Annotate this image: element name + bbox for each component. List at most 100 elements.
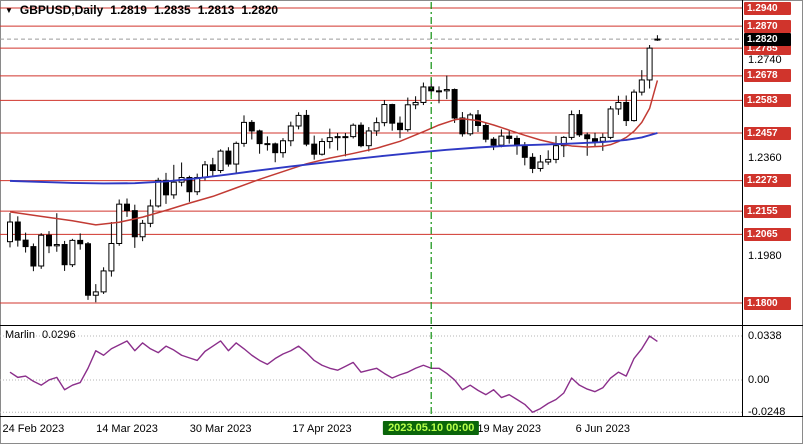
candle-body bbox=[38, 234, 45, 267]
candle-body bbox=[584, 134, 591, 140]
candle-body bbox=[287, 125, 294, 142]
candle-body bbox=[53, 244, 60, 247]
candle-body bbox=[100, 270, 107, 293]
candle-body bbox=[436, 90, 442, 93]
candle-body bbox=[498, 135, 505, 146]
candle-body bbox=[319, 141, 325, 155]
candle-body bbox=[397, 122, 403, 131]
price-axis-label: 1.2740 bbox=[748, 53, 782, 66]
ma-blue-line bbox=[9, 132, 658, 185]
candle-body bbox=[631, 91, 637, 122]
candle-body bbox=[280, 140, 286, 154]
candle-body bbox=[615, 101, 622, 110]
ohlc-close: 1.2820 bbox=[241, 3, 279, 17]
candle-body bbox=[443, 89, 450, 92]
candle-body bbox=[170, 181, 177, 196]
candle-body bbox=[186, 177, 193, 193]
price-level-badge: 1.2457 bbox=[744, 126, 791, 140]
candle-body bbox=[592, 138, 598, 142]
price-level-badge: 1.2065 bbox=[744, 227, 791, 241]
candle-body bbox=[108, 242, 115, 272]
marlin-line bbox=[9, 335, 658, 413]
date-tick-label: 6 Jun 2023 bbox=[575, 423, 631, 435]
vline-date-badge: 2023.05.10 00:00 bbox=[383, 421, 480, 435]
ohlc-low: 1.2813 bbox=[197, 3, 235, 17]
date-tick-label: 19 May 2023 bbox=[477, 423, 541, 435]
date-tick-label: 17 Apr 2023 bbox=[292, 423, 352, 435]
candle-body bbox=[350, 124, 357, 138]
price-axis: 1.2740 1.2360 1.1980 1.2940 1.2870 1.2785 1.26… bbox=[743, 0, 803, 444]
candle-body bbox=[529, 156, 536, 169]
candle-body bbox=[77, 239, 84, 245]
candle-body bbox=[30, 246, 37, 267]
candle-body bbox=[568, 114, 575, 138]
candle-body bbox=[7, 221, 13, 243]
candle-body bbox=[163, 179, 169, 196]
symbol-period-label: GBPUSD,Daily bbox=[19, 3, 104, 17]
candle-body bbox=[381, 104, 388, 124]
candle-body bbox=[560, 136, 567, 147]
candle-body bbox=[61, 244, 68, 266]
candle-body bbox=[545, 158, 552, 163]
candle-body bbox=[22, 239, 29, 248]
candle-body bbox=[225, 150, 232, 165]
indicator-name: Marlin bbox=[5, 329, 35, 341]
candle-body bbox=[412, 101, 419, 106]
candle-body bbox=[553, 145, 559, 160]
candle-body bbox=[139, 222, 146, 238]
price-level-badge: 1.2678 bbox=[744, 69, 791, 83]
ma-red-line bbox=[9, 80, 659, 226]
candle-body bbox=[248, 121, 255, 132]
candle-body bbox=[124, 203, 130, 212]
candle-body bbox=[537, 161, 544, 169]
price-level-badge: 1.2273 bbox=[744, 174, 791, 188]
candle-body bbox=[389, 104, 396, 124]
candle-body bbox=[233, 142, 240, 165]
candle-body bbox=[482, 124, 489, 140]
candle-body bbox=[155, 179, 162, 207]
price-axis-label: 1.2360 bbox=[748, 152, 782, 165]
candle-body bbox=[272, 143, 279, 154]
candle-body bbox=[241, 121, 247, 144]
candle-body bbox=[358, 124, 364, 147]
candle-body bbox=[194, 177, 201, 193]
candle-body bbox=[599, 136, 606, 142]
candle-body bbox=[373, 122, 380, 132]
price-axis-label: 1.1980 bbox=[748, 250, 782, 263]
candle-body bbox=[365, 130, 372, 147]
candle-body bbox=[646, 47, 653, 81]
time-axis: 24 Feb 2023 14 Mar 2023 30 Mar 2023 17 Apr … bbox=[0, 417, 803, 444]
candle-body bbox=[514, 137, 520, 146]
chart-title: ▼ GBPUSD,Daily 1.2819 1.2835 1.2813 1.28… bbox=[5, 3, 278, 17]
indicator-label: Marlin 0.0296 bbox=[5, 329, 76, 341]
candle-body bbox=[303, 114, 310, 145]
candle-body bbox=[334, 136, 341, 139]
indicator-value: 0.0296 bbox=[41, 329, 76, 341]
candle-body bbox=[116, 203, 123, 244]
candle-body bbox=[490, 138, 497, 146]
candle-body bbox=[209, 164, 216, 172]
candle-body bbox=[404, 104, 411, 131]
candle-body bbox=[638, 79, 645, 93]
ohlc-high: 1.2835 bbox=[153, 3, 191, 17]
candle-body bbox=[459, 117, 466, 135]
candle-body bbox=[623, 101, 630, 122]
price-level-badge: 1.2870 bbox=[744, 19, 791, 33]
candle-body bbox=[451, 89, 458, 119]
candle-body bbox=[14, 221, 21, 241]
price-level-badge: 1.1800 bbox=[744, 296, 791, 310]
candle-body bbox=[311, 143, 318, 155]
candle-body bbox=[217, 150, 224, 172]
candle-body bbox=[295, 114, 302, 127]
indicator-axis-label: 0.00 bbox=[748, 373, 770, 386]
candle-body bbox=[506, 135, 513, 139]
candle-body bbox=[264, 143, 271, 146]
price-level-badge: 1.2155 bbox=[744, 204, 791, 218]
candle-body bbox=[85, 243, 91, 296]
candle-body bbox=[131, 210, 138, 238]
date-tick-label: 24 Feb 2023 bbox=[2, 423, 65, 435]
candle-body bbox=[467, 114, 474, 135]
candle-body bbox=[256, 130, 263, 145]
